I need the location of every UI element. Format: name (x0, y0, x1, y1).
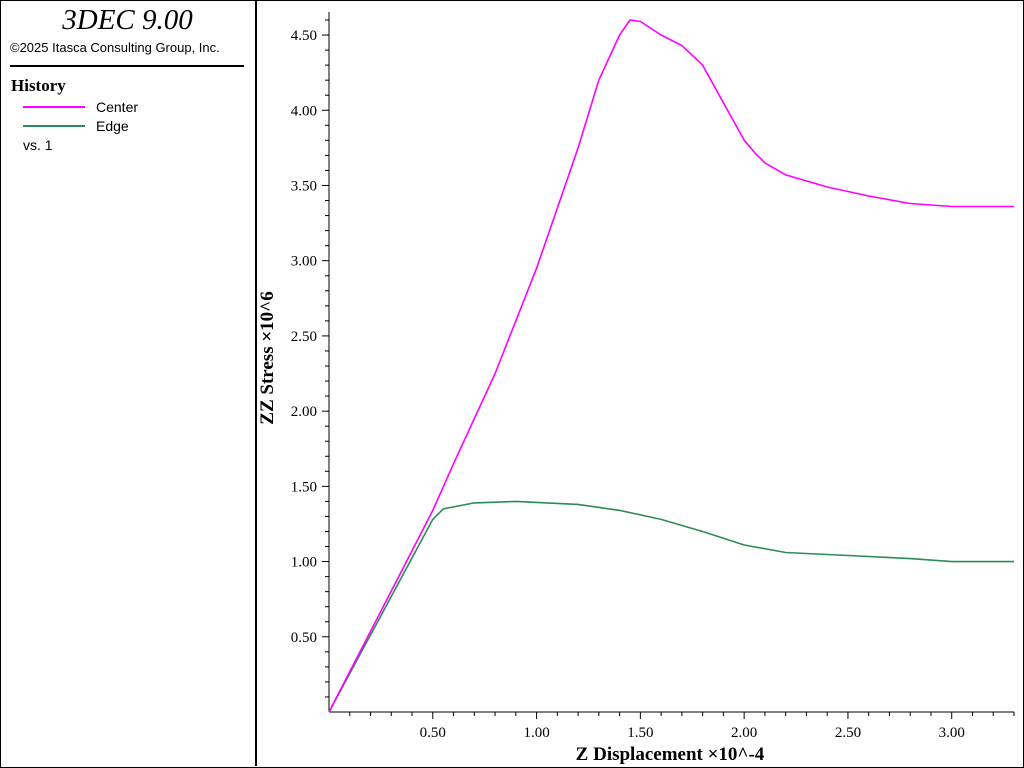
x-axis-title: Z Displacement ×10^-4 (576, 744, 765, 765)
x-tick-label: 2.00 (731, 725, 757, 741)
legend-label-edge: Edge (96, 118, 129, 134)
y-tick-label: 1.00 (291, 555, 317, 571)
x-tick-label: 3.00 (939, 725, 965, 741)
x-tick-label: 2.50 (835, 725, 861, 741)
y-tick-label: 1.50 (291, 479, 317, 495)
copyright-text: ©2025 Itasca Consulting Group, Inc. (10, 40, 220, 55)
chart-series (328, 19, 1014, 713)
series-line-edge (328, 500, 1014, 713)
x-tick-label: 1.00 (523, 725, 549, 741)
app-title: 3DEC 9.00 (62, 4, 193, 36)
y-axis-title: ZZ Stress ×10^6 (257, 291, 278, 424)
legend-swatch-edge (23, 125, 85, 127)
legend-item-center: Center (23, 99, 138, 115)
x-tick-label: 0.50 (420, 725, 446, 741)
vs-label: vs. 1 (23, 137, 53, 153)
y-tick-label: 2.00 (291, 404, 317, 420)
y-tick-label: 0.50 (291, 630, 317, 646)
y-tick-label: 4.00 (291, 103, 317, 119)
y-tick-label: 4.50 (291, 28, 317, 44)
y-tick-label: 2.50 (291, 329, 317, 345)
x-tick-label: 1.50 (627, 725, 653, 741)
y-tick-label: 3.50 (291, 178, 317, 194)
title-divider (10, 65, 244, 67)
y-tick-label: 3.00 (291, 254, 317, 270)
legend-item-edge: Edge (23, 118, 129, 134)
series-line-center (328, 19, 1014, 713)
legend-label-center: Center (96, 99, 139, 115)
chart-axes (328, 12, 1014, 713)
history-heading: History (11, 76, 66, 95)
chart-ticks: 0.50 1.00 1.50 2.00 2.50 3.00 3.50 4.00 4.50 0.50… (291, 19, 1015, 741)
legend-swatch-center (23, 106, 85, 108)
legend-panel: 3DEC 9.00 ©2025 Itasca Consulting Group,… (0, 0, 257, 766)
